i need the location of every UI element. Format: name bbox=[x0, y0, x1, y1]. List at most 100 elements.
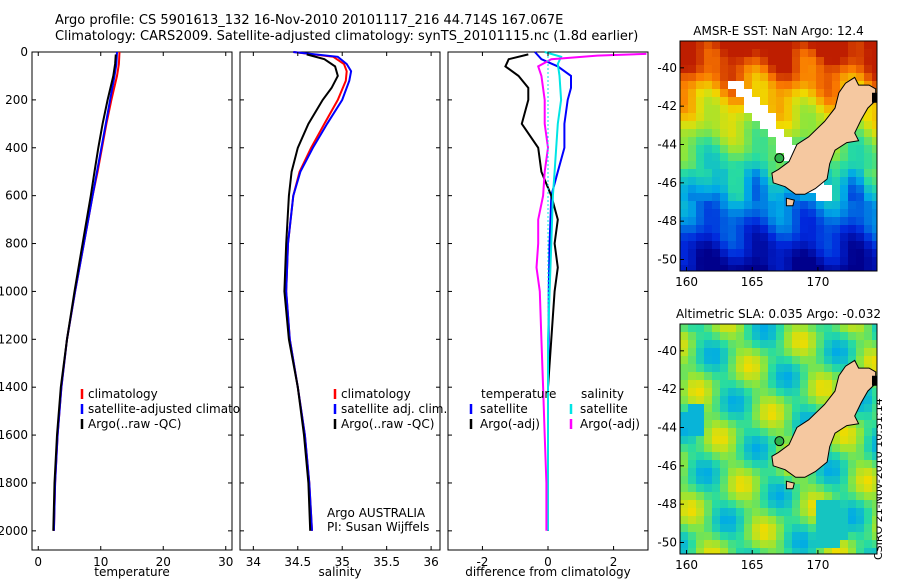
temperature-ytick-label: 0 bbox=[20, 45, 28, 59]
sla_map-cell bbox=[760, 476, 768, 484]
sst_map-cell bbox=[784, 217, 792, 225]
sla_map-cell bbox=[712, 484, 720, 492]
sla_map-cell bbox=[752, 484, 760, 492]
sst_map-cell bbox=[824, 217, 832, 225]
sst_map-cell bbox=[776, 65, 784, 73]
sst_map-cell bbox=[800, 265, 808, 271]
sst_map-cell bbox=[848, 49, 856, 57]
sla_map-cell bbox=[808, 492, 816, 500]
sla_map-cell bbox=[784, 516, 792, 524]
sst_map-cell bbox=[848, 265, 856, 271]
sla_map-cell bbox=[808, 476, 816, 484]
sst_map-cell bbox=[760, 57, 768, 65]
sla_map-cell bbox=[768, 516, 776, 524]
sst_map-cell bbox=[696, 177, 704, 185]
sla_map-cell bbox=[752, 364, 760, 372]
temperature-legend-label: satellite-adjusted climatology bbox=[88, 402, 266, 416]
sst_map-cell bbox=[856, 41, 864, 49]
sla_map-cell bbox=[800, 492, 808, 500]
sla_map-cell bbox=[712, 348, 720, 356]
sst_map-cell bbox=[816, 57, 824, 65]
sla_map-cell bbox=[720, 428, 728, 436]
sst_map-cell bbox=[872, 249, 877, 257]
sla_map-cell bbox=[872, 324, 877, 332]
sst_map-cell bbox=[744, 97, 752, 105]
sla_map-cell bbox=[776, 364, 784, 372]
sst_map-cell bbox=[736, 49, 744, 57]
sst_map-cell bbox=[792, 249, 800, 257]
sst_map-cell bbox=[680, 145, 688, 153]
sla_map-cell bbox=[824, 460, 832, 468]
sst_map-cell bbox=[784, 153, 792, 161]
sla_map-cell bbox=[696, 436, 704, 444]
sst_map-cell bbox=[832, 185, 840, 193]
sst_map-cell bbox=[872, 161, 877, 169]
title-line-1: Argo profile: CS 5901613_132 16-Nov-2010… bbox=[55, 13, 564, 28]
sst_map-cell bbox=[752, 145, 760, 153]
sla_map-ytick-label: -46 bbox=[657, 459, 677, 473]
sla_map-cell bbox=[864, 476, 872, 484]
sst_map-cell bbox=[752, 137, 760, 145]
sst_map-cell bbox=[744, 81, 752, 89]
sst_map-cell bbox=[816, 97, 824, 105]
sst_map-cell bbox=[728, 65, 736, 73]
sla_map-cell bbox=[688, 348, 696, 356]
sla_map-cell bbox=[760, 540, 768, 548]
sla_map-cell bbox=[760, 532, 768, 540]
sst_map-cell bbox=[824, 185, 832, 193]
sst_map-cell bbox=[728, 233, 736, 241]
sla_map-cell bbox=[768, 444, 776, 452]
sla_map-cell bbox=[856, 324, 864, 332]
salinity-xtick-label: 35 bbox=[335, 555, 350, 569]
sla_map-cell bbox=[776, 420, 784, 428]
sst_map-cell bbox=[840, 65, 848, 73]
temperature-xtick-label: 30 bbox=[218, 555, 233, 569]
sst_map-cell bbox=[752, 97, 760, 105]
sla_map-cell bbox=[840, 332, 848, 340]
sla_map-cell bbox=[824, 476, 832, 484]
sla_map-cell bbox=[856, 516, 864, 524]
sla_map-cell bbox=[864, 452, 872, 460]
sla_map-cell bbox=[696, 484, 704, 492]
sst_map-cell bbox=[800, 249, 808, 257]
sst_map-cell bbox=[680, 41, 688, 49]
sla_map-cell bbox=[872, 364, 877, 372]
sla_map-cell bbox=[744, 532, 752, 540]
sst_map-cell bbox=[736, 65, 744, 73]
sst_map-cell bbox=[760, 225, 768, 233]
sst_map-cell bbox=[848, 57, 856, 65]
salinity-xtick-label: 35.5 bbox=[373, 555, 400, 569]
sla_map-cell bbox=[784, 396, 792, 404]
sst_map-cell bbox=[840, 249, 848, 257]
sla_map-cell bbox=[752, 524, 760, 532]
sla_map-cell bbox=[856, 340, 864, 348]
sla_map-cell bbox=[760, 404, 768, 412]
sst_map-cell bbox=[776, 73, 784, 81]
sla_map-cell bbox=[736, 420, 744, 428]
sla_map-cell bbox=[704, 436, 712, 444]
sst_map-cell bbox=[704, 161, 712, 169]
difference-legend-label: satellite bbox=[580, 402, 628, 416]
sla_map-cell bbox=[712, 396, 720, 404]
sla_map-cell bbox=[824, 492, 832, 500]
sla_map-cell bbox=[704, 388, 712, 396]
sla_map-cell bbox=[720, 540, 728, 548]
sst_map-cell bbox=[680, 257, 688, 265]
sla_map-cell bbox=[800, 516, 808, 524]
sla_map-cell bbox=[736, 524, 744, 532]
temperature-panel: 0 10 20 30 temperature 0 200 400 600 800 1000 1200 1… bbox=[0, 45, 266, 579]
sst_map-cell bbox=[760, 129, 768, 137]
sst_map-cell bbox=[728, 177, 736, 185]
sst_map-cell bbox=[768, 177, 776, 185]
temperature-ytick-label: 1400 bbox=[0, 380, 28, 394]
sst_map-cell bbox=[688, 145, 696, 153]
sst_map-cell bbox=[760, 113, 768, 121]
sst_map-cell bbox=[696, 41, 704, 49]
sla_map-cell bbox=[704, 548, 712, 554]
sla_map-cell bbox=[840, 516, 848, 524]
sla_map-cell bbox=[848, 452, 856, 460]
sst_map-cell bbox=[712, 153, 720, 161]
sla_map-cell bbox=[760, 356, 768, 364]
sla_map-cell bbox=[840, 460, 848, 468]
sst_map-cell bbox=[752, 121, 760, 129]
